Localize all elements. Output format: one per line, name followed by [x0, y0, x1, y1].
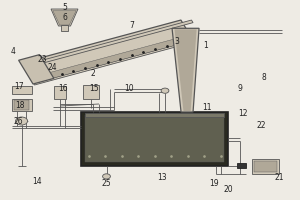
Text: 14: 14: [33, 176, 42, 186]
Text: 5: 5: [62, 3, 67, 12]
Polygon shape: [19, 55, 54, 84]
Text: 1: 1: [203, 42, 208, 50]
Circle shape: [16, 117, 28, 125]
Polygon shape: [53, 11, 76, 25]
Bar: [12, 99, 32, 111]
Circle shape: [161, 88, 169, 93]
Bar: [54, 86, 66, 99]
Text: 10: 10: [124, 84, 134, 93]
Text: 6: 6: [62, 14, 67, 22]
Polygon shape: [34, 36, 190, 82]
Polygon shape: [51, 9, 78, 26]
Bar: [237, 163, 246, 168]
Bar: [81, 112, 228, 166]
Text: 15: 15: [90, 84, 99, 93]
Polygon shape: [33, 40, 193, 85]
Bar: [61, 25, 68, 31]
Bar: [85, 113, 224, 117]
Text: 22: 22: [256, 121, 266, 130]
Text: 19: 19: [210, 178, 219, 188]
Text: 20: 20: [223, 184, 233, 194]
Polygon shape: [172, 28, 199, 112]
Text: 2: 2: [91, 68, 95, 77]
Text: 25: 25: [102, 178, 111, 188]
Text: 21: 21: [274, 172, 284, 182]
Bar: [12, 86, 32, 94]
Polygon shape: [174, 29, 196, 111]
Text: 12: 12: [238, 110, 248, 118]
Text: 3: 3: [175, 38, 179, 46]
Text: 26: 26: [13, 117, 23, 127]
Text: 24: 24: [48, 64, 57, 72]
Bar: [14, 100, 29, 110]
Text: 18: 18: [15, 100, 24, 110]
Text: 7: 7: [130, 21, 134, 30]
Circle shape: [103, 174, 110, 179]
Text: 23: 23: [37, 55, 47, 64]
Text: 16: 16: [58, 84, 68, 93]
Text: 11: 11: [202, 102, 212, 112]
Polygon shape: [33, 20, 193, 65]
Text: 17: 17: [15, 82, 24, 90]
Text: 8: 8: [262, 72, 266, 82]
Text: 13: 13: [157, 172, 167, 182]
Bar: [252, 159, 279, 174]
Bar: [254, 161, 277, 172]
Text: 4: 4: [11, 46, 16, 55]
Text: 9: 9: [238, 84, 242, 93]
Bar: [82, 85, 99, 99]
Bar: [85, 115, 224, 162]
Polygon shape: [22, 20, 193, 83]
